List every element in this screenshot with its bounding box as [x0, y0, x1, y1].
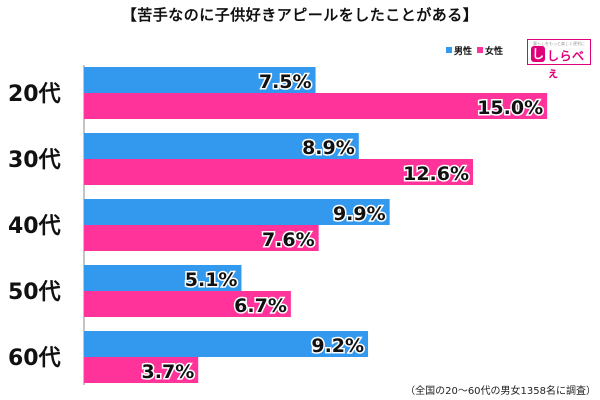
bar-female [84, 225, 319, 251]
data-label-female: 15.0% [477, 97, 543, 119]
category-label: 30代 [8, 148, 61, 173]
data-label-male: 7.5% [259, 71, 312, 93]
bar-male [84, 265, 242, 291]
logo-mark-icon: し [531, 46, 545, 62]
bar-male [84, 67, 316, 93]
category-label: 20代 [8, 82, 61, 107]
bar-male [84, 199, 390, 225]
footnote: （全国の20〜60代の男女1358名に調査） [405, 386, 596, 397]
data-label-male: 5.1% [185, 269, 238, 291]
legend-swatch-female [477, 47, 484, 53]
category-label: 50代 [8, 280, 61, 305]
bar-male [84, 331, 369, 357]
category-label: 40代 [8, 214, 61, 239]
brand-logo: 暮らしをもっと楽しく便利に し しらべぇ [527, 39, 591, 80]
legend-item-male: 男性 [446, 44, 472, 57]
logo-name: しらべぇ [547, 49, 585, 80]
bar-female [84, 93, 548, 119]
data-label-female: 7.6% [262, 229, 315, 251]
bar-female [84, 159, 474, 185]
chart-title: 【苦手なのに子供好きアピールをしたことがある】 [121, 6, 479, 24]
legend-item-female: 女性 [477, 44, 503, 57]
legend: 男性 女性 [446, 44, 508, 57]
data-label-female: 6.7% [234, 295, 287, 317]
data-label-female: 12.6% [403, 163, 469, 185]
legend-label-male: 男性 [454, 46, 473, 57]
legend-swatch-male [446, 47, 452, 53]
data-label-male: 8.9% [302, 137, 355, 159]
data-label-male: 9.9% [333, 203, 386, 225]
logo-tagline: 暮らしをもっと楽しく便利に [533, 41, 585, 46]
bar-female [84, 357, 199, 383]
legend-label-female: 女性 [485, 46, 504, 57]
bar-male [84, 133, 359, 159]
bar-female [84, 291, 291, 317]
category-label: 60代 [8, 346, 61, 371]
data-label-male: 9.2% [311, 335, 364, 357]
data-label-female: 3.7% [142, 361, 195, 383]
